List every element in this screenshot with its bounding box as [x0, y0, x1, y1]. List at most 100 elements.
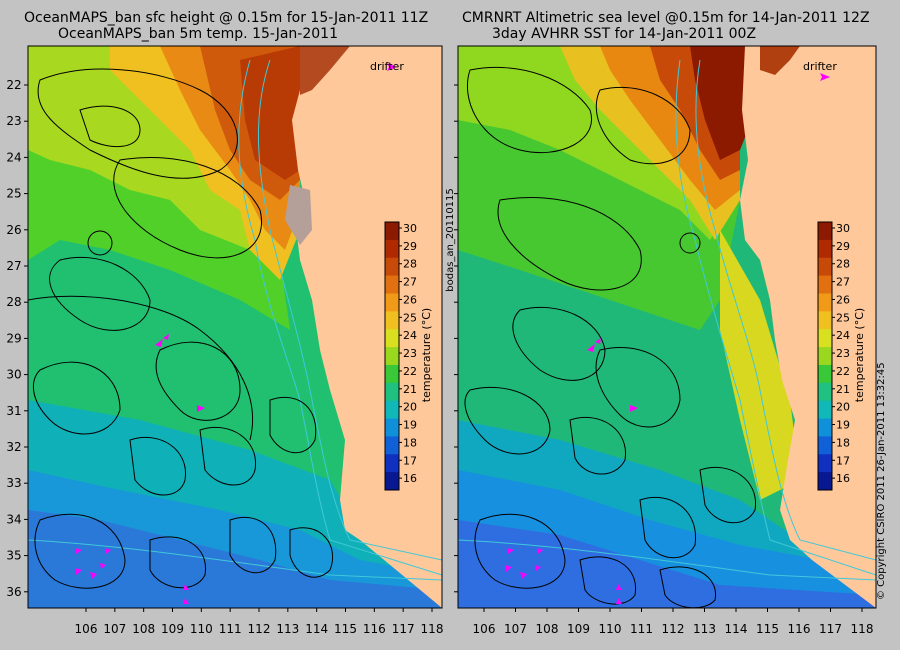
right-colorbar-tick-21: 21	[836, 383, 850, 396]
right-colorbar-swatch	[818, 275, 832, 294]
right-colorbar: 30 29 28 27 26 25 24 23 22 21 20 19 18 17 16	[817, 221, 850, 491]
left-lon-tick-110: 110	[190, 622, 213, 636]
right-colorbar-tick-26: 26	[836, 293, 850, 306]
right-ssh-contours	[464, 66, 756, 608]
right-colorbar-tick-29: 29	[836, 240, 850, 253]
right-colorbar-swatch	[818, 257, 832, 277]
left-colorbar-swatch	[385, 454, 399, 473]
left-lat-tick-26: 26	[6, 223, 21, 237]
copyright-label: © Copyright CSIRO 2011 26-Jan-2011 13:32…	[876, 362, 887, 600]
left-lon-tick-106: 106	[75, 622, 98, 636]
left-lon-tick-112: 112	[248, 622, 271, 636]
right-colorbar-tick-19: 19	[836, 419, 850, 432]
left-colorbar-tick-21: 21	[403, 383, 417, 396]
left-colorbar-tick-27: 27	[403, 276, 417, 289]
axis-ticks: 106 107 108 109 110 111 112 113 114 115 116 117 118 1…	[6, 78, 873, 636]
left-lat-tick-31: 31	[6, 404, 21, 418]
left-colorbar-swatch	[385, 222, 399, 241]
right-colorbar-swatch	[818, 454, 832, 473]
left-lat-tick-27: 27	[6, 259, 21, 273]
left-colorbar-swatch	[385, 418, 399, 437]
left-colorbar-swatch	[385, 364, 399, 384]
left-colorbar-tick-19: 19	[403, 419, 417, 432]
right-drifter-legend-icon	[820, 73, 830, 81]
right-lon-tick-109: 109	[567, 622, 590, 636]
left-colorbar-swatch	[385, 382, 399, 402]
right-colorbar-swatch	[818, 347, 832, 366]
right-colorbar-swatch	[818, 222, 832, 241]
right-lon-tick-112: 112	[662, 622, 685, 636]
right-colorbar-tick-23: 23	[836, 347, 850, 360]
right-colorbar-tick-18: 18	[836, 436, 850, 449]
left-lat-tick-30: 30	[6, 368, 21, 382]
left-colorbar-swatch	[385, 311, 399, 330]
left-lon-tick-115: 115	[334, 622, 357, 636]
left-colorbar-swatch	[385, 436, 399, 455]
left-colorbar-tick-18: 18	[403, 436, 417, 449]
left-colorbar: 30 29 28 27 26 25 24 23 22 21 20 19 18 17 16	[384, 221, 417, 491]
left-colorbar-swatch	[385, 293, 399, 312]
left-colorbar-tick-25: 25	[403, 311, 417, 324]
left-colorbar-swatch	[385, 257, 399, 277]
right-colorbar-tick-16: 16	[836, 472, 850, 485]
right-lon-tick-118: 118	[851, 622, 874, 636]
left-drifter-tracks	[75, 334, 205, 604]
left-lat-tick-23: 23	[6, 114, 21, 128]
right-lon-tick-108: 108	[536, 622, 559, 636]
right-title-line1: CMRNRT Altimetric sea level @0.15m for 1…	[462, 10, 870, 26]
right-colorbar-swatch	[818, 311, 832, 330]
left-colorbar-label: temperature (°C)	[420, 308, 433, 402]
left-drifter-legend-icon	[387, 63, 397, 71]
left-colorbar-swatch	[385, 239, 399, 259]
right-lon-tick-106: 106	[473, 622, 496, 636]
left-colorbar-tick-26: 26	[403, 293, 417, 306]
right-lon-tick-116: 116	[788, 622, 811, 636]
left-colorbar-tick-16: 16	[403, 472, 417, 485]
right-colorbar-swatch	[818, 364, 832, 384]
left-colorbar-tick-20: 20	[403, 401, 417, 414]
right-land	[740, 46, 876, 608]
left-lat-tick-28: 28	[6, 295, 21, 309]
right-drifter-tracks	[505, 338, 638, 604]
right-colorbar-label: temperature (°C)	[853, 308, 866, 402]
left-lat-tick-35: 35	[6, 549, 21, 563]
left-colorbar-tick-24: 24	[403, 329, 417, 342]
right-colorbar-swatch	[818, 400, 832, 420]
left-land	[292, 46, 442, 608]
left-lat-tick-24: 24	[6, 150, 21, 164]
right-colorbar-swatch	[818, 418, 832, 437]
left-drifter-label: drifter	[370, 60, 404, 73]
left-colorbar-swatch	[385, 347, 399, 366]
left-colorbar-tick-28: 28	[403, 258, 417, 271]
left-colorbar-tick-17: 17	[403, 454, 417, 467]
right-lon-tick-110: 110	[599, 622, 622, 636]
left-lon-tick-109: 109	[161, 622, 184, 636]
right-lon-tick-107: 107	[504, 622, 527, 636]
left-lat-tick-36: 36	[6, 585, 21, 599]
left-lat-tick-32: 32	[6, 440, 21, 454]
right-lon-tick-114: 114	[725, 622, 748, 636]
right-colorbar-tick-27: 27	[836, 276, 850, 289]
left-lat-tick-33: 33	[6, 476, 21, 490]
left-colorbar-tick-23: 23	[403, 347, 417, 360]
right-colorbar-tick-24: 24	[836, 329, 850, 342]
right-isobaths	[458, 59, 876, 581]
right-colorbar-tick-30: 30	[836, 222, 850, 235]
right-colorbar-swatch	[818, 293, 832, 312]
right-colorbar-swatch	[818, 329, 832, 348]
left-colorbar-swatch	[385, 275, 399, 294]
left-lon-tick-108: 108	[132, 622, 155, 636]
left-lat-tick-25: 25	[6, 187, 21, 201]
left-isobaths	[28, 59, 442, 581]
right-map-panel: 30 29 28 27 26 25 24 23 22 21 20 19 18 17 16	[458, 46, 876, 608]
left-colorbar-tick-30: 30	[403, 222, 417, 235]
left-lat-tick-34: 34	[6, 512, 21, 526]
right-lon-tick-113: 113	[693, 622, 716, 636]
left-lon-tick-111: 111	[219, 622, 242, 636]
left-ssh-contours	[28, 68, 334, 589]
right-colorbar-tick-20: 20	[836, 401, 850, 414]
right-colorbar-tick-22: 22	[836, 365, 850, 378]
run-id-label: bodas_an_20110115	[445, 188, 456, 292]
left-map-panel: 30 29 28 27 26 25 24 23 22 21 20 19 18 17 16	[28, 46, 442, 608]
